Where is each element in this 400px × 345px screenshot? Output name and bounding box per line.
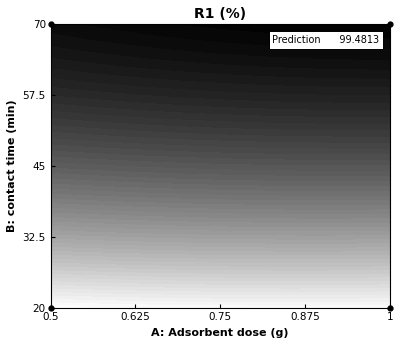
Title: R1 (%): R1 (%) [194, 7, 246, 21]
X-axis label: A: Adsorbent dose (g): A: Adsorbent dose (g) [152, 328, 289, 338]
Text: Prediction      99.4813: Prediction 99.4813 [272, 35, 380, 45]
Y-axis label: B: contact time (min): B: contact time (min) [7, 99, 17, 232]
